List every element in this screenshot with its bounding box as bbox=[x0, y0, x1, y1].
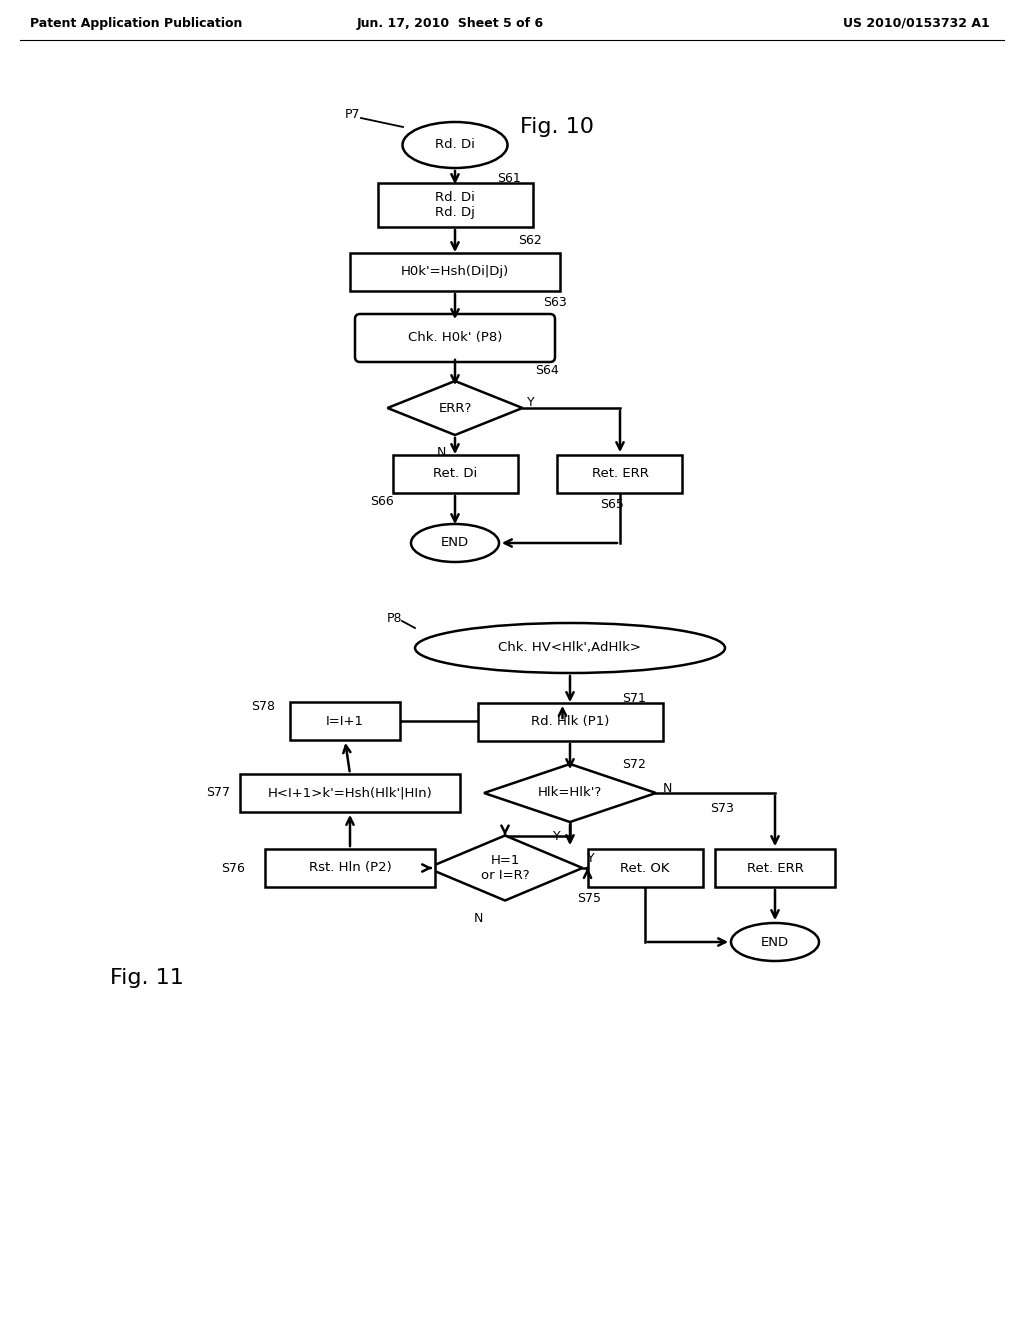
Text: Chk. H0k' (P8): Chk. H0k' (P8) bbox=[408, 331, 502, 345]
Bar bbox=[557, 455, 683, 492]
Bar bbox=[350, 253, 560, 290]
Bar bbox=[290, 702, 400, 741]
Text: Rst. Hln (P2): Rst. Hln (P2) bbox=[308, 862, 391, 875]
Text: N: N bbox=[663, 781, 673, 795]
Text: Rd. Di: Rd. Di bbox=[435, 139, 475, 152]
Text: Fig. 10: Fig. 10 bbox=[520, 117, 594, 137]
Bar bbox=[715, 849, 835, 887]
Text: END: END bbox=[441, 536, 469, 549]
Ellipse shape bbox=[415, 623, 725, 673]
Text: S62: S62 bbox=[518, 234, 542, 247]
Ellipse shape bbox=[411, 524, 499, 562]
Text: P7: P7 bbox=[344, 108, 360, 121]
Text: Fig. 11: Fig. 11 bbox=[110, 968, 184, 987]
Ellipse shape bbox=[402, 121, 508, 168]
Text: Rd. Di
Rd. Dj: Rd. Di Rd. Dj bbox=[435, 191, 475, 219]
Bar bbox=[378, 183, 532, 227]
Text: S72: S72 bbox=[622, 758, 646, 771]
Text: US 2010/0153732 A1: US 2010/0153732 A1 bbox=[843, 16, 990, 29]
Text: H=1
or I=R?: H=1 or I=R? bbox=[480, 854, 529, 882]
Polygon shape bbox=[427, 836, 583, 900]
Text: S71: S71 bbox=[622, 692, 646, 705]
Text: END: END bbox=[761, 936, 790, 949]
Bar bbox=[588, 849, 702, 887]
Text: H<I+1>k'=Hsh(Hlk'|HIn): H<I+1>k'=Hsh(Hlk'|HIn) bbox=[267, 787, 432, 800]
Bar bbox=[265, 849, 435, 887]
Text: S63: S63 bbox=[543, 296, 566, 309]
Text: ERR?: ERR? bbox=[438, 401, 472, 414]
Text: Ret. ERR: Ret. ERR bbox=[592, 467, 648, 480]
Bar bbox=[477, 704, 663, 741]
Text: Chk. HV<Hlk',AdHlk>: Chk. HV<Hlk',AdHlk> bbox=[499, 642, 641, 655]
Text: Ret. ERR: Ret. ERR bbox=[746, 862, 804, 875]
Text: S76: S76 bbox=[221, 862, 245, 875]
Text: Ret. OK: Ret. OK bbox=[621, 862, 670, 875]
Ellipse shape bbox=[731, 923, 819, 961]
Text: S78: S78 bbox=[251, 700, 275, 713]
Text: S64: S64 bbox=[535, 363, 559, 376]
FancyBboxPatch shape bbox=[355, 314, 555, 362]
Text: Y: Y bbox=[527, 396, 535, 408]
Text: Y: Y bbox=[553, 829, 561, 842]
Text: S66: S66 bbox=[370, 495, 394, 508]
Text: S77: S77 bbox=[206, 787, 230, 800]
Text: Y: Y bbox=[587, 853, 595, 866]
Text: Hlk=Hlk'?: Hlk=Hlk'? bbox=[538, 787, 602, 800]
Bar bbox=[392, 455, 517, 492]
Polygon shape bbox=[484, 764, 656, 822]
Text: I=I+1: I=I+1 bbox=[326, 714, 364, 727]
Text: N: N bbox=[436, 446, 445, 458]
Text: P8: P8 bbox=[386, 611, 402, 624]
Text: Rd. Hlk (P1): Rd. Hlk (P1) bbox=[530, 715, 609, 729]
Text: S75: S75 bbox=[577, 891, 601, 904]
Polygon shape bbox=[387, 381, 522, 436]
Text: Ret. Di: Ret. Di bbox=[433, 467, 477, 480]
Text: S61: S61 bbox=[497, 172, 521, 185]
Text: S65: S65 bbox=[600, 498, 624, 511]
Bar bbox=[240, 774, 460, 812]
Text: N: N bbox=[474, 912, 483, 924]
Text: H0k'=Hsh(Di|Dj): H0k'=Hsh(Di|Dj) bbox=[400, 265, 509, 279]
Text: S73: S73 bbox=[710, 801, 734, 814]
Text: Jun. 17, 2010  Sheet 5 of 6: Jun. 17, 2010 Sheet 5 of 6 bbox=[356, 16, 544, 29]
Text: Patent Application Publication: Patent Application Publication bbox=[30, 16, 243, 29]
